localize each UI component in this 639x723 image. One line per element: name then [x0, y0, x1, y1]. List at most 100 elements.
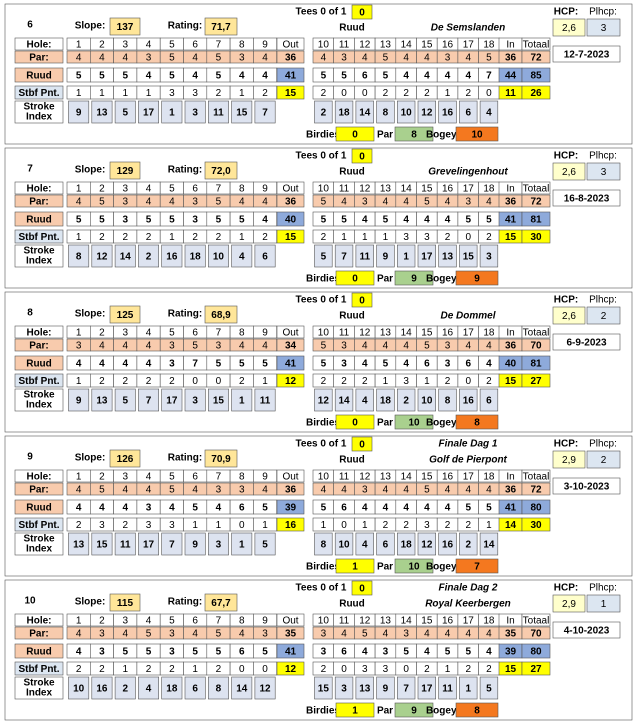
- stbf-points: 1: [445, 88, 451, 99]
- slope-cell: [109, 17, 141, 36]
- stroke-index: 1: [239, 540, 245, 551]
- player-label-cell: [14, 67, 64, 83]
- par: 4: [122, 629, 128, 640]
- hole-number: 8: [239, 184, 245, 195]
- par: 4: [465, 485, 471, 496]
- par-label-cell: [14, 626, 64, 640]
- par-total: 70: [530, 629, 542, 640]
- stroke-index: 7: [169, 540, 175, 551]
- score: 5: [341, 215, 347, 226]
- par-sum-cell: [276, 194, 305, 208]
- score: 4: [76, 647, 82, 658]
- stroke-index: 7: [403, 684, 409, 695]
- hole-number: 10: [318, 472, 330, 483]
- slope-label: Slope:: [75, 453, 106, 464]
- hcp: 2,9: [562, 455, 576, 466]
- score-sum: 44: [505, 71, 517, 82]
- par: 3: [403, 629, 409, 640]
- si-cell: [396, 388, 416, 412]
- si-cell: [161, 388, 183, 412]
- score: 4: [192, 71, 198, 82]
- par: 5: [424, 197, 430, 208]
- par: 4: [192, 629, 198, 640]
- stbf-points: 2: [216, 88, 222, 99]
- si-cell: [334, 532, 354, 556]
- stroke-index: 13: [96, 108, 108, 119]
- stroke-index: 7: [262, 108, 268, 119]
- si-cell: [254, 100, 276, 124]
- hole-number: 7: [216, 40, 222, 51]
- total-header: Totaal: [523, 328, 550, 339]
- hole-number: 7: [216, 616, 222, 627]
- total-header-cell: [521, 325, 551, 339]
- si-cell: [91, 676, 113, 700]
- stbf-points: 2: [146, 664, 152, 675]
- hole-number: 9: [262, 616, 268, 627]
- par: 3: [122, 197, 128, 208]
- par: 3: [216, 341, 222, 352]
- par: 4: [262, 341, 268, 352]
- par: 4: [321, 485, 327, 496]
- total-header: Totaal: [523, 472, 550, 483]
- si-cell: [114, 532, 136, 556]
- hole-number: 4: [146, 328, 152, 339]
- stroke-index: 5: [122, 396, 128, 407]
- si-cell: [376, 532, 395, 556]
- par-sum: 36: [505, 485, 517, 496]
- hole-number: 18: [483, 40, 495, 51]
- slope: 126: [117, 454, 134, 465]
- date: 12-7-2023: [564, 50, 610, 61]
- slope-label: Slope:: [75, 309, 106, 320]
- score-sum-cell: [276, 211, 305, 227]
- rating-cell: [204, 305, 238, 324]
- par: 4: [445, 197, 451, 208]
- hole-number: 7: [216, 328, 222, 339]
- score: 5: [321, 215, 327, 226]
- plhcp-label: Plhcp:: [589, 295, 617, 306]
- si-label: Stroke: [23, 678, 55, 689]
- si-label: Stroke: [23, 246, 55, 257]
- si-cell: [208, 100, 229, 124]
- pars-label: Par: [377, 706, 393, 717]
- score: 5: [216, 359, 222, 370]
- par: 3: [169, 629, 175, 640]
- bogeys-cell: [455, 270, 499, 286]
- stbf-points: 1: [445, 664, 451, 675]
- par-label-cell: [14, 482, 64, 496]
- hole-number: 11: [339, 328, 350, 339]
- stbf-label-cell: [14, 661, 64, 676]
- par: 4: [76, 197, 82, 208]
- score-sum-cell: [276, 643, 305, 659]
- hcp-label: HCP:: [554, 439, 578, 450]
- stbf-label: Stbf Pnt.: [18, 88, 59, 99]
- par: 3: [445, 341, 451, 352]
- stroke-index: 9: [383, 252, 389, 263]
- course: Royal Keerbergen: [425, 599, 511, 610]
- si-label-cell: [14, 244, 64, 268]
- stbf-total-cell: [521, 517, 551, 532]
- stbf-points: 1: [239, 88, 245, 99]
- round-number: 7: [27, 164, 33, 175]
- par: 4: [486, 197, 492, 208]
- stroke-index: 4: [239, 252, 245, 263]
- score-sum: 40: [285, 215, 297, 226]
- stbf-points: 1: [216, 520, 222, 531]
- stroke-index: 7: [341, 252, 347, 263]
- player: Ruud: [339, 23, 365, 34]
- par: 4: [486, 629, 492, 640]
- si-cell: [355, 244, 374, 268]
- stbf-points: 2: [216, 664, 222, 675]
- stbf-points-cell: [253, 373, 277, 388]
- par: 4: [122, 485, 128, 496]
- stroke-index: 12: [421, 108, 433, 119]
- date: 16-8-2023: [564, 194, 610, 205]
- hole-number: 2: [99, 328, 105, 339]
- pars: 9: [411, 274, 417, 285]
- stroke-index: 8: [321, 540, 327, 551]
- par-label-cell: [14, 50, 64, 64]
- plhcp: 3: [601, 23, 607, 34]
- stroke-index: 11: [260, 396, 271, 407]
- score: 6: [341, 647, 347, 658]
- stbf-points: 2: [403, 520, 409, 531]
- hole-number: 3: [122, 40, 128, 51]
